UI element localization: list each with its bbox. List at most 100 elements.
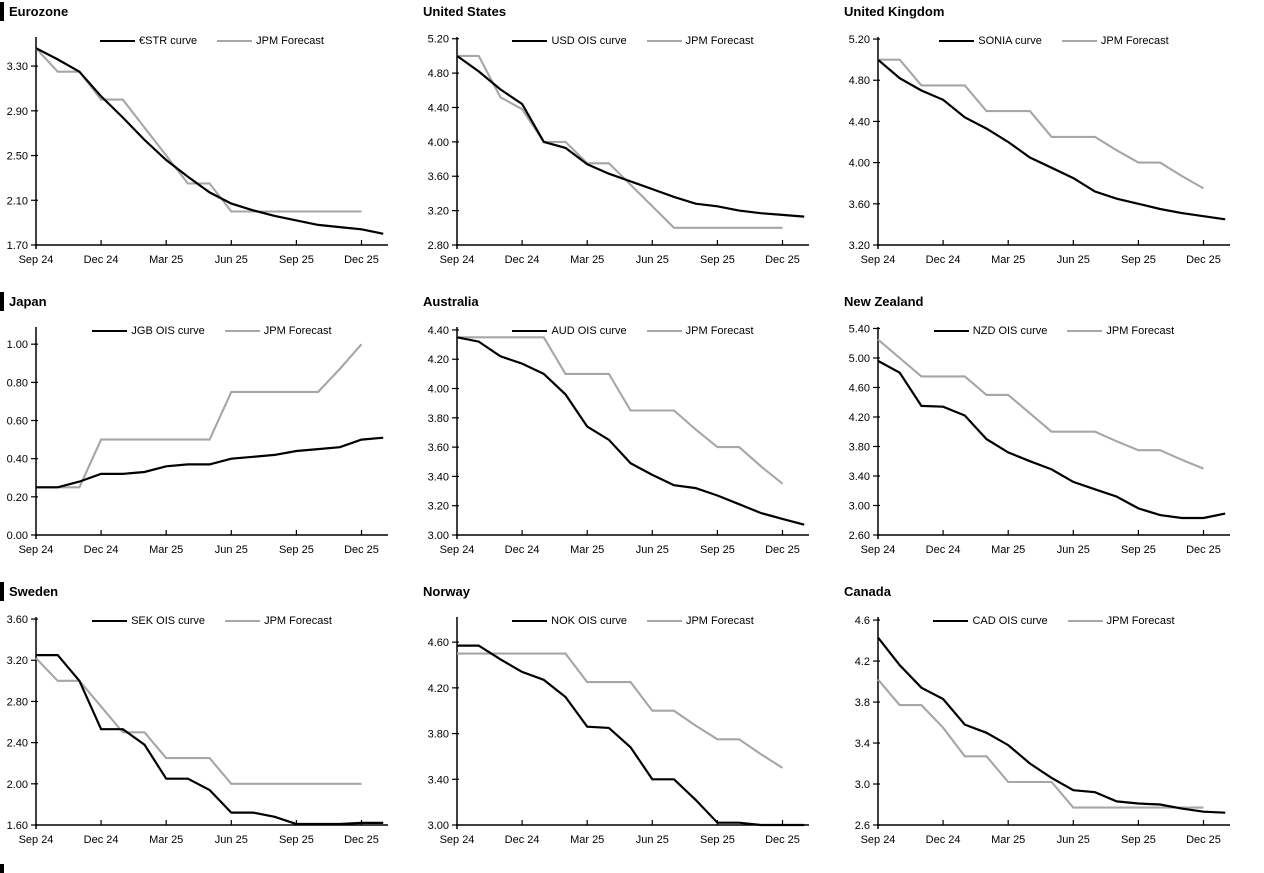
y-tick-label: 3.00 — [849, 500, 870, 512]
y-tick-label: 4.20 — [428, 354, 449, 366]
x-tick-label: Dec 25 — [344, 254, 379, 266]
y-tick-label: 3.60 — [428, 442, 449, 454]
chart-title-row: Eurozone — [0, 0, 421, 22]
y-tick-label: 2.40 — [7, 738, 28, 750]
y-tick-label: 3.60 — [428, 171, 449, 183]
forecast-line — [457, 54, 783, 229]
y-tick-label: 2.90 — [7, 106, 28, 118]
y-tick-label: 4.60 — [428, 637, 449, 649]
y-tick-label: 3.0 — [855, 779, 870, 791]
y-tick-label: 4.40 — [428, 102, 449, 114]
section-marker — [0, 581, 4, 601]
chart-eurozone: Eurozone €STR curve JPM Forecast 1.70 2.1… — [0, 0, 421, 290]
x-tick-label: Jun 25 — [215, 254, 248, 266]
y-tick-label: 5.20 — [428, 34, 449, 46]
ois-curve-line — [36, 653, 384, 826]
chart-title: Sweden — [9, 584, 59, 599]
y-tick-label: 4.80 — [849, 75, 870, 87]
x-tick-label: Mar 25 — [991, 544, 1025, 556]
y-tick-label: 2.10 — [7, 195, 28, 207]
y-tick-label: 2.50 — [7, 151, 28, 163]
y-tick-label: 1.60 — [7, 820, 28, 832]
x-tick-label: Dec 25 — [344, 834, 379, 846]
x-tick-label: Mar 25 — [570, 834, 604, 846]
ois-curve-line — [877, 58, 1226, 221]
y-tick-label: 4.20 — [428, 683, 449, 695]
y-tick-label: 5.40 — [849, 323, 870, 335]
chart-plot: 2.6 3.0 3.4 3.8 4.2 4.6 Sep 24 Dec 24 Mar 25 Jun … — [855, 615, 1230, 846]
y-tick-label: 3.80 — [849, 441, 870, 453]
chart-plot: 1.70 2.10 2.50 2.90 3.30 Sep 24 Dec 24 Mar 25 Ju… — [7, 37, 388, 266]
chart-canada: Canada CAD OIS curve JPM Forecast 2.6 3.0… — [842, 580, 1264, 873]
chart-united-kingdom: United Kingdom SONIA curve JPM Forecast … — [842, 0, 1264, 290]
chart-title: United Kingdom — [844, 4, 945, 19]
y-tick-label: 2.00 — [7, 779, 28, 791]
x-tick-label: Sep 25 — [279, 254, 314, 266]
y-tick-label: 3.40 — [849, 471, 870, 483]
x-tick-label: Sep 24 — [861, 834, 896, 846]
ois-curve-line — [456, 336, 805, 526]
chart-australia: Australia AUD OIS curve JPM Forecast 3.0… — [421, 290, 842, 580]
chart-plot: 2.60 3.00 3.40 3.80 4.20 4.60 5.00 5.40 Sep 24 De… — [849, 323, 1230, 556]
y-tick-label: 1.00 — [7, 339, 28, 351]
x-tick-label: Jun 25 — [1057, 254, 1090, 266]
x-tick-label: Jun 25 — [636, 254, 669, 266]
x-tick-label: Mar 25 — [991, 834, 1025, 846]
y-tick-label: 3.8 — [855, 697, 870, 709]
y-tick-label: 0.80 — [7, 377, 28, 389]
forecast-line — [457, 652, 784, 769]
y-tick-label: 4.60 — [849, 382, 870, 394]
chart-title-row: United Kingdom — [842, 0, 1264, 22]
x-tick-label: Sep 25 — [1121, 254, 1156, 266]
x-tick-label: Jun 25 — [636, 544, 669, 556]
chart-title-row: United States — [421, 0, 842, 22]
chart-new-zealand: New Zealand NZD OIS curve JPM Forecast 2… — [842, 290, 1264, 580]
x-tick-label: Sep 24 — [861, 544, 896, 556]
y-tick-label: 2.60 — [849, 530, 870, 542]
chart-title-row: Australia — [421, 290, 842, 312]
y-tick-label: 3.60 — [7, 614, 28, 626]
chart-title-row: Japan — [0, 290, 421, 312]
chart-title: United States — [423, 4, 507, 19]
chart-plot: 3.00 3.40 3.80 4.20 4.60 Sep 24 Dec 24 Mar 25 Ju… — [428, 617, 809, 846]
x-tick-label: Sep 25 — [1121, 834, 1156, 846]
y-tick-label: 4.2 — [855, 656, 870, 668]
x-tick-label: Dec 25 — [1186, 544, 1221, 556]
y-tick-label: 5.00 — [849, 353, 870, 365]
x-tick-label: Mar 25 — [570, 254, 604, 266]
chart-title-row: Sweden — [0, 580, 421, 602]
y-tick-label: 3.40 — [428, 471, 449, 483]
chart-title-row: New Zealand — [842, 290, 1264, 312]
chart-title: Eurozone — [9, 4, 69, 19]
x-tick-label: Dec 25 — [765, 834, 800, 846]
y-tick-label: 0.00 — [7, 530, 28, 542]
y-tick-label: 5.20 — [849, 34, 870, 46]
x-tick-label: Sep 24 — [861, 254, 896, 266]
x-tick-label: Dec 25 — [765, 254, 800, 266]
x-tick-label: Sep 24 — [440, 834, 475, 846]
x-tick-label: Dec 24 — [926, 254, 961, 266]
chart-sweden: Sweden SEK OIS curve JPM Forecast 1.60 2.… — [0, 580, 421, 873]
x-tick-label: Dec 25 — [765, 544, 800, 556]
x-tick-label: Dec 24 — [505, 834, 540, 846]
x-tick-label: Dec 25 — [1186, 834, 1221, 846]
x-tick-label: Sep 25 — [1121, 544, 1156, 556]
x-tick-label: Mar 25 — [149, 254, 183, 266]
y-tick-label: 2.80 — [7, 696, 28, 708]
y-tick-label: 0.40 — [7, 454, 28, 466]
ois-curve-line — [35, 47, 384, 235]
x-tick-label: Sep 24 — [440, 544, 475, 556]
chart-title: New Zealand — [844, 294, 924, 309]
y-tick-label: 0.20 — [7, 492, 28, 504]
ois-curve-line — [456, 55, 805, 218]
x-tick-label: Mar 25 — [149, 834, 183, 846]
y-tick-label: 4.80 — [428, 68, 449, 80]
x-tick-label: Dec 25 — [1186, 254, 1221, 266]
x-tick-label: Sep 24 — [19, 254, 54, 266]
y-tick-label: 3.20 — [428, 206, 449, 218]
y-tick-label: 3.30 — [7, 61, 28, 73]
forecast-line — [35, 657, 362, 785]
chart-plot: 3.20 3.60 4.00 4.40 4.80 5.20 Sep 24 Dec 24 Mar … — [849, 34, 1230, 266]
ois-curve-line — [36, 436, 384, 489]
